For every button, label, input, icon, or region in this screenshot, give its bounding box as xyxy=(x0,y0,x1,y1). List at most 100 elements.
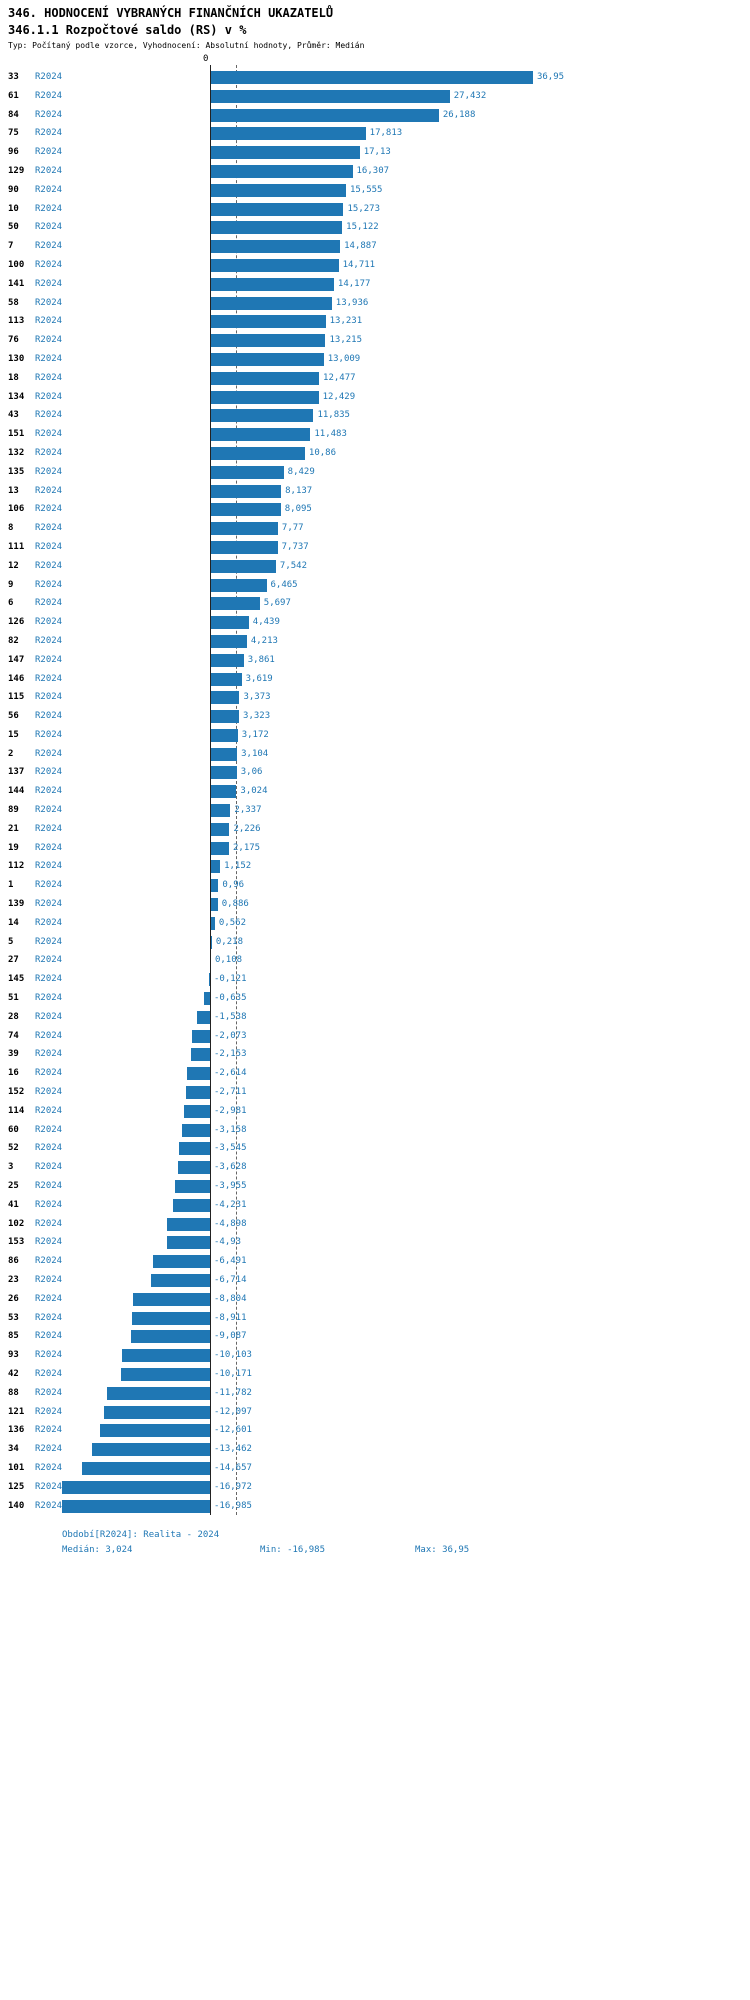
bar[interactable] xyxy=(81,1461,210,1475)
bar[interactable] xyxy=(210,446,305,460)
bar[interactable] xyxy=(210,108,439,122)
bar[interactable] xyxy=(210,634,247,648)
chart-row: 137 R2024 3,06 xyxy=(0,763,750,782)
bar-value-label: 3,024 xyxy=(240,786,268,797)
row-period-label: R2024 xyxy=(35,711,63,722)
bar[interactable] xyxy=(99,1424,210,1438)
bar[interactable] xyxy=(210,672,242,686)
row-id-label: 42 xyxy=(8,1368,19,1379)
chart-row: 42 R2024 -10,171 xyxy=(0,1365,750,1384)
bar[interactable] xyxy=(210,898,218,912)
bar[interactable] xyxy=(178,1161,210,1175)
bar[interactable] xyxy=(130,1330,210,1344)
bar[interactable] xyxy=(92,1443,210,1457)
bar-value-label: 36,95 xyxy=(536,72,565,82)
bar[interactable] xyxy=(61,1480,210,1494)
bar[interactable] xyxy=(61,1499,210,1513)
bar[interactable] xyxy=(210,766,237,780)
bar[interactable] xyxy=(210,315,326,329)
bar[interactable] xyxy=(210,371,320,385)
bar[interactable] xyxy=(210,296,332,310)
bar[interactable] xyxy=(179,1142,210,1156)
bar[interactable] xyxy=(210,240,341,254)
bar[interactable] xyxy=(210,540,278,554)
bar[interactable] xyxy=(210,785,237,799)
bar[interactable] xyxy=(196,1010,210,1024)
bar[interactable] xyxy=(210,202,344,216)
bar[interactable] xyxy=(191,1048,210,1062)
bar[interactable] xyxy=(191,1029,210,1043)
bar[interactable] xyxy=(121,1367,210,1381)
bar-value-label: -3,955 xyxy=(214,1181,247,1192)
bar[interactable] xyxy=(182,1123,210,1137)
bar[interactable] xyxy=(210,334,326,348)
bar[interactable] xyxy=(210,728,238,742)
bar[interactable] xyxy=(210,653,244,667)
bar[interactable] xyxy=(210,484,282,498)
bar-value-label: 3,861 xyxy=(247,654,275,665)
bar-value-label: 4,439 xyxy=(252,617,280,628)
bar[interactable] xyxy=(210,183,346,197)
bar[interactable] xyxy=(167,1217,210,1231)
bar[interactable] xyxy=(133,1292,210,1306)
bar[interactable] xyxy=(210,221,343,235)
bar[interactable] xyxy=(210,146,360,160)
bar[interactable] xyxy=(210,916,215,930)
row-id-label: 111 xyxy=(8,541,25,552)
chart-row: 112 R2024 1,152 xyxy=(0,857,750,876)
bar[interactable] xyxy=(210,597,260,611)
bar[interactable] xyxy=(186,1086,210,1100)
axis-strip: 0 xyxy=(0,54,750,68)
bar[interactable] xyxy=(121,1349,210,1363)
bar[interactable] xyxy=(104,1405,210,1419)
bar[interactable] xyxy=(210,390,319,404)
bar[interactable] xyxy=(210,522,278,536)
bar[interactable] xyxy=(210,428,311,442)
bar-value-label: 3,104 xyxy=(241,748,269,759)
bar[interactable] xyxy=(210,503,281,517)
bar-value-label: -2,981 xyxy=(214,1105,247,1116)
bar[interactable] xyxy=(210,747,238,761)
bar[interactable] xyxy=(204,992,210,1006)
bar[interactable] xyxy=(166,1236,210,1250)
bar[interactable] xyxy=(173,1198,210,1212)
bar[interactable] xyxy=(183,1104,210,1118)
bar[interactable] xyxy=(210,860,221,874)
chart-row: 126 R2024 4,439 xyxy=(0,613,750,632)
row-id-label: 5 xyxy=(8,936,14,947)
bar[interactable] xyxy=(210,879,219,893)
bar-value-label: 8,095 xyxy=(284,504,312,515)
chart-row: 145 R2024 -0,121 xyxy=(0,970,750,989)
bar[interactable] xyxy=(210,258,339,272)
bar[interactable] xyxy=(107,1386,210,1400)
bar[interactable] xyxy=(210,616,249,630)
bar[interactable] xyxy=(210,277,334,291)
bar[interactable] xyxy=(210,409,314,423)
bar[interactable] xyxy=(210,710,240,724)
bar[interactable] xyxy=(210,71,533,84)
bar[interactable] xyxy=(210,89,450,103)
bar[interactable] xyxy=(151,1274,210,1287)
bar[interactable] xyxy=(210,164,353,178)
bar[interactable] xyxy=(210,127,366,141)
row-period-label: R2024 xyxy=(35,165,63,176)
bar[interactable] xyxy=(175,1180,210,1194)
bar[interactable] xyxy=(187,1067,210,1081)
bar[interactable] xyxy=(210,352,324,366)
bar[interactable] xyxy=(132,1311,210,1325)
bar-value-label: 0,108 xyxy=(214,955,243,966)
bar[interactable] xyxy=(210,578,267,592)
bar[interactable] xyxy=(210,822,230,836)
bar-value-label: -1,538 xyxy=(214,1011,247,1022)
bar[interactable] xyxy=(210,465,284,479)
bar[interactable] xyxy=(210,691,240,705)
bar[interactable] xyxy=(210,559,276,573)
bar[interactable] xyxy=(153,1255,210,1269)
row-period-label: R2024 xyxy=(35,1331,63,1342)
bar[interactable] xyxy=(210,841,229,855)
row-period-label: R2024 xyxy=(35,1350,63,1361)
bar[interactable] xyxy=(208,973,210,987)
bar[interactable] xyxy=(210,804,231,818)
bar-value-label: 13,009 xyxy=(327,353,361,364)
